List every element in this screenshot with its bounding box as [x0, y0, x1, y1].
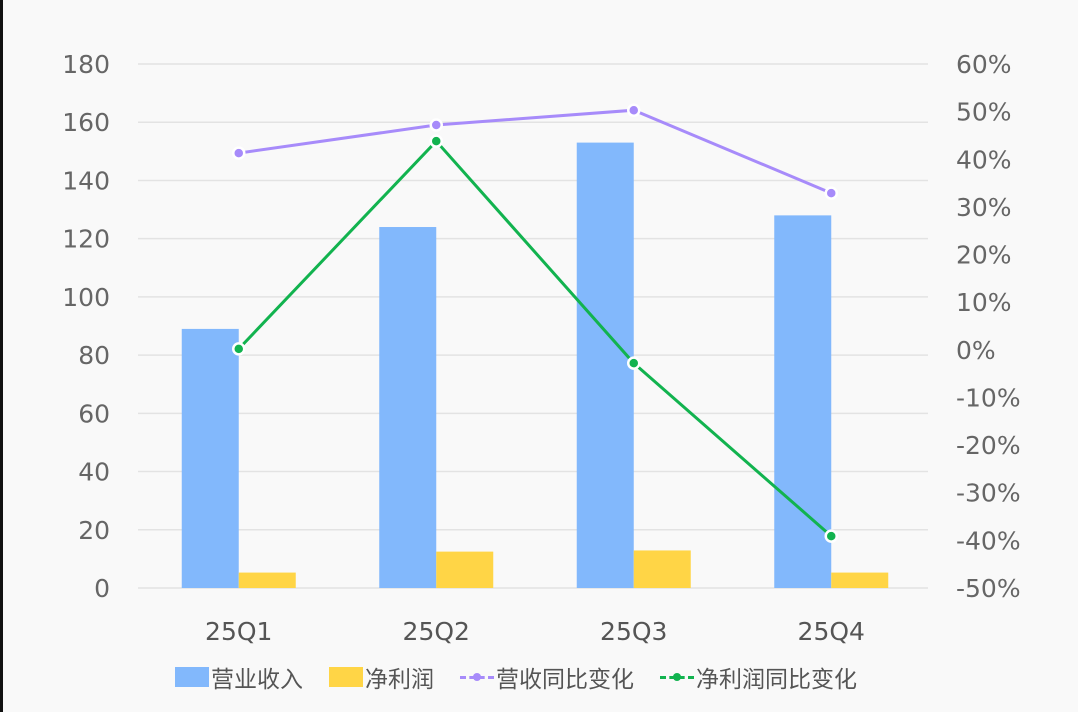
legend-item-net-profit[interactable]: 净利润	[329, 660, 434, 694]
x-axis-tick: 25Q3	[600, 617, 667, 646]
legend: 营业收入 净利润 营收同比变化 净利润同比变化	[175, 660, 857, 694]
bar	[379, 227, 437, 588]
right-axis-tick: 10%	[956, 288, 1012, 317]
data-point	[232, 146, 246, 160]
right-axis-tick: 50%	[956, 98, 1012, 127]
left-axis-tick: 180	[62, 50, 110, 79]
right-axis-tick: 40%	[956, 145, 1012, 174]
bar	[238, 572, 296, 588]
right-axis-tick: 30%	[956, 193, 1012, 222]
right-axis-tick: -30%	[956, 479, 1021, 508]
legend-item-revenue[interactable]: 营业收入	[175, 660, 303, 694]
legend-label: 营收同比变化	[496, 667, 634, 693]
data-point	[429, 118, 443, 132]
bar	[633, 550, 691, 588]
bar	[576, 142, 634, 588]
bar	[774, 215, 832, 588]
right-axis-tick: -40%	[956, 526, 1021, 555]
right-axis-tick: -10%	[956, 383, 1021, 412]
bar-swatch-icon	[329, 667, 363, 687]
left-axis-tick: 100	[62, 283, 110, 312]
legend-item-net-profit-yoy[interactable]: 净利润同比变化	[660, 660, 857, 694]
right-axis-tick: 0%	[956, 336, 996, 365]
left-axis-tick: 40	[78, 458, 110, 487]
bar-swatch-icon	[175, 667, 209, 687]
left-axis-tick: 140	[62, 166, 110, 195]
left-axis-tick: 60	[78, 399, 110, 428]
series-line	[237, 138, 833, 538]
x-axis-tick: 25Q2	[403, 617, 470, 646]
left-axis-tick: 120	[62, 225, 110, 254]
legend-item-revenue-yoy[interactable]: 营收同比变化	[460, 660, 634, 694]
data-point	[232, 342, 246, 356]
right-axis-tick: 60%	[956, 50, 1012, 79]
left-axis-tick: 160	[62, 108, 110, 137]
series-line	[238, 108, 832, 195]
line-marker-icon	[660, 667, 694, 687]
bar	[436, 551, 494, 588]
data-point	[429, 134, 443, 148]
window-edge	[0, 0, 3, 712]
left-axis-tick: 20	[78, 516, 110, 545]
bar	[181, 328, 239, 588]
x-axis-tick: 25Q4	[798, 617, 865, 646]
right-axis-tick: -50%	[956, 574, 1021, 603]
legend-label: 营业收入	[211, 667, 303, 693]
data-point	[627, 356, 641, 370]
line-marker-icon	[460, 667, 494, 687]
data-point	[627, 103, 641, 117]
legend-label: 净利润同比变化	[696, 667, 857, 693]
left-axis-tick: 80	[78, 341, 110, 370]
x-axis-tick: 25Q1	[205, 617, 272, 646]
legend-label: 净利润	[365, 667, 434, 693]
bar	[831, 572, 889, 588]
data-point	[824, 186, 838, 200]
right-axis-tick: -20%	[956, 431, 1021, 460]
left-axis-tick: 0	[94, 574, 110, 603]
data-point	[824, 529, 838, 543]
right-axis-tick: 20%	[956, 241, 1012, 270]
